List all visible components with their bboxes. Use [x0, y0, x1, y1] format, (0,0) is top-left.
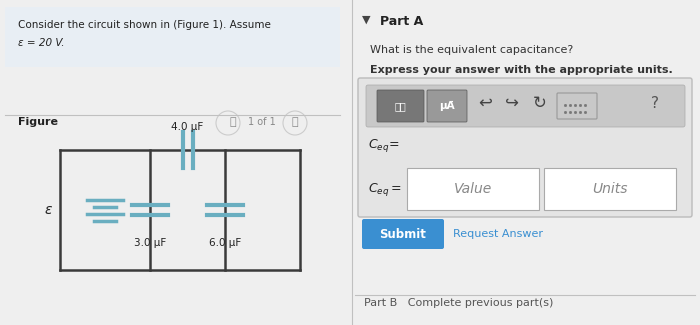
Text: ↪: ↪	[505, 94, 519, 112]
FancyBboxPatch shape	[366, 85, 685, 127]
Text: Submit: Submit	[379, 227, 426, 240]
Text: 〉: 〉	[292, 117, 299, 127]
Text: Figure: Figure	[18, 117, 58, 127]
Text: 1 of 1: 1 of 1	[248, 117, 276, 127]
FancyBboxPatch shape	[362, 219, 444, 249]
Text: ε: ε	[45, 203, 52, 217]
Text: Part B   Complete previous part(s): Part B Complete previous part(s)	[364, 298, 554, 308]
Text: Value: Value	[454, 182, 492, 196]
Text: $C_{eq}=$: $C_{eq}=$	[368, 180, 402, 198]
FancyBboxPatch shape	[358, 78, 692, 217]
Text: What is the equivalent capacitance?: What is the equivalent capacitance?	[370, 45, 573, 55]
FancyBboxPatch shape	[377, 90, 424, 122]
Text: 4.0 μF: 4.0 μF	[172, 122, 204, 132]
Text: 3.0 μF: 3.0 μF	[134, 238, 166, 248]
Text: 6.0 μF: 6.0 μF	[209, 238, 241, 248]
Text: Part A: Part A	[380, 15, 424, 28]
Text: $C_{eq}$=: $C_{eq}$=	[368, 136, 399, 153]
Text: ?: ?	[651, 96, 659, 111]
FancyBboxPatch shape	[427, 90, 467, 122]
FancyBboxPatch shape	[5, 7, 340, 67]
Text: ε = 20 V.: ε = 20 V.	[18, 38, 64, 48]
Text: Express your answer with the appropriate units.: Express your answer with the appropriate…	[370, 65, 673, 75]
Text: Consider the circuit shown in (Figure 1). Assume: Consider the circuit shown in (Figure 1)…	[18, 20, 271, 30]
Text: 〈: 〈	[230, 117, 237, 127]
Text: ▼: ▼	[362, 15, 370, 25]
Text: Units: Units	[592, 182, 628, 196]
Text: ⬜⬜: ⬜⬜	[394, 101, 406, 111]
FancyBboxPatch shape	[544, 168, 676, 210]
Text: Request Answer: Request Answer	[453, 229, 543, 239]
FancyBboxPatch shape	[557, 93, 597, 119]
Text: ↩: ↩	[478, 94, 492, 112]
Text: ↻: ↻	[533, 94, 547, 112]
FancyBboxPatch shape	[407, 168, 539, 210]
Text: μȦ: μȦ	[439, 101, 455, 111]
